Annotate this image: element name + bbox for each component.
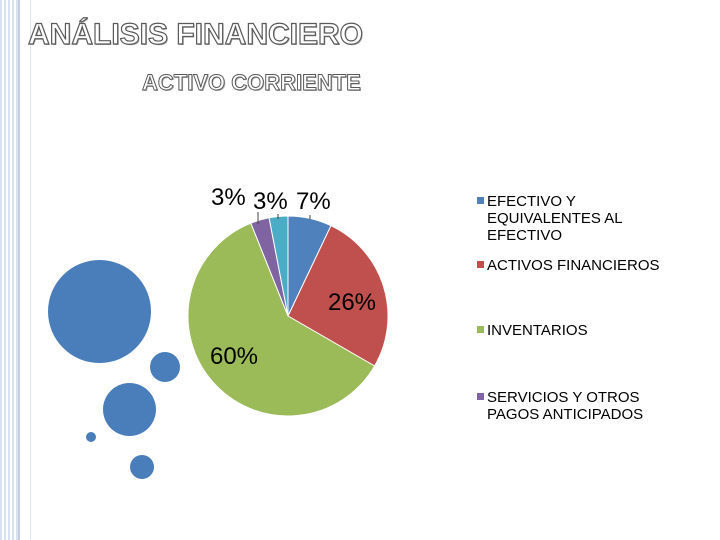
data-label-0: 7%	[296, 188, 331, 215]
legend-swatch-2	[477, 326, 484, 333]
legend-swatch-1	[477, 261, 484, 268]
legend-label-2: INVENTARIOS	[487, 322, 588, 339]
legend-label-3: SERVICIOS Y OTROS PAGOS ANTICIPADOS	[487, 389, 644, 423]
pie-slice-2	[187, 222, 376, 417]
data-label-4: 3%	[253, 188, 288, 215]
data-label-3: 3%	[211, 184, 246, 211]
page-subtitle: ACTIVO CORRIENTE	[142, 70, 362, 96]
data-label-1: 26%	[328, 289, 376, 316]
legend-label-0: EFECTIVO Y EQUIVALENTES AL EFECTIVO	[487, 193, 623, 244]
data-label-2: 60%	[210, 343, 258, 370]
legend-swatch-3	[477, 393, 484, 400]
decor-line-thin	[30, 0, 31, 540]
decor-circle-small-2	[130, 455, 154, 479]
legend-label-1: ACTIVOS FINANCIEROS	[487, 257, 660, 274]
page-title: ANÁLISIS FINANCIERO	[27, 17, 364, 51]
decor-circle-tiny	[86, 432, 96, 442]
pie-slice-1	[287, 225, 389, 367]
decor-circle-medium	[103, 383, 156, 436]
decor-circle-large	[48, 260, 151, 363]
decor-circle-small	[150, 352, 180, 382]
decor-line	[18, 0, 20, 540]
decor-stripes	[0, 0, 18, 540]
legend-swatch-0	[477, 197, 484, 204]
